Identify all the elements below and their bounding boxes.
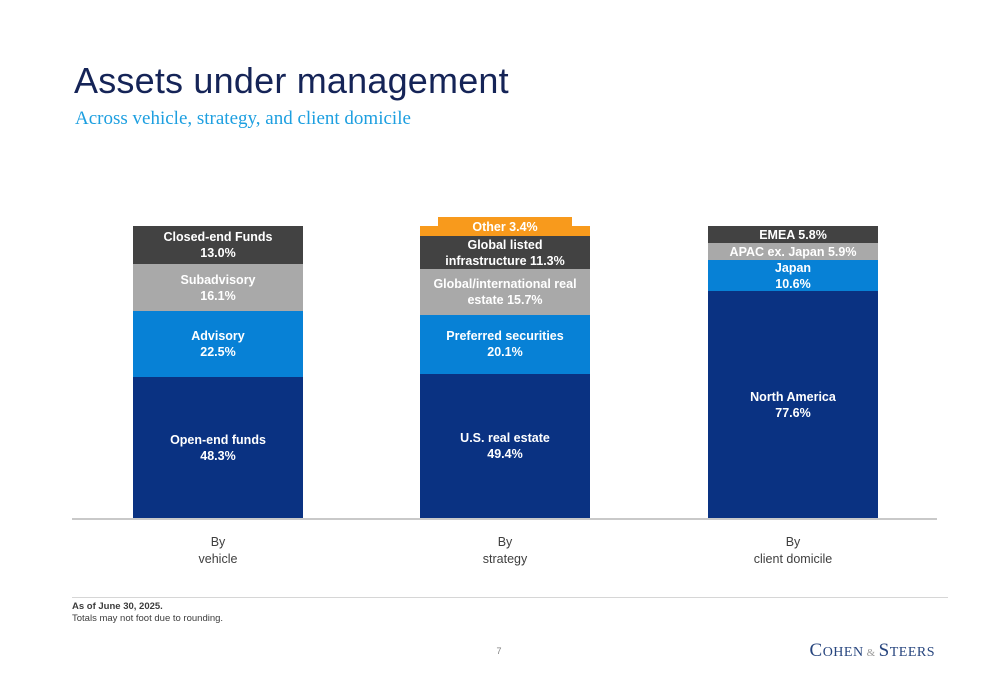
segment-label-other: Other 3.4%	[420, 217, 590, 237]
segment-other: Other 3.4%	[420, 217, 590, 237]
segment-label-line: U.S. real estate	[460, 430, 550, 445]
segment-emea: EMEA 5.8%	[708, 226, 878, 244]
segment-closed-end-funds: Closed-end Funds 13.0%	[133, 226, 303, 265]
footnote: As of June 30, 2025. Totals may not foot…	[72, 601, 223, 625]
segment-label-line: 10.6%	[775, 276, 811, 291]
axis-label-line: By	[497, 535, 513, 549]
cohen-steers-logo: COHEN & STEERS	[810, 640, 936, 662]
segment-label-line: Open-end funds	[170, 432, 266, 447]
segment-open-end-funds: Open-end funds 48.3%	[133, 377, 303, 518]
other-callout-tab	[438, 217, 572, 227]
segment-label-north-america: North America 77.6%	[750, 389, 836, 421]
segment-label-line: Global/international real	[433, 277, 577, 292]
logo-letter-c: C	[809, 640, 823, 661]
segment-label-japan: Japan 10.6%	[775, 260, 811, 292]
axis-label-line: By	[785, 535, 801, 549]
axis-label-strategy: By strategy	[420, 534, 590, 568]
segment-label-line: North America	[750, 389, 836, 404]
segment-label-line: 13.0%	[200, 246, 236, 261]
segment-label-line: EMEA 5.8%	[759, 227, 827, 242]
axis-label-line: client domicile	[753, 552, 833, 566]
segment-label-line: 16.1%	[200, 288, 236, 303]
segment-label-preferred-securities: Preferred securities 20.1%	[446, 328, 563, 360]
axis-label-line: By	[210, 535, 226, 549]
segment-us-real-estate: U.S. real estate 49.4%	[420, 373, 590, 518]
axis-baseline	[72, 518, 937, 520]
logo-ampersand: &	[866, 647, 876, 659]
segment-label-line: Subadvisory	[180, 272, 256, 287]
segment-apac-ex-japan: APAC ex. Japan 5.9%	[708, 243, 878, 261]
segment-label-apac-ex-japan: APAC ex. Japan 5.9%	[730, 244, 857, 260]
segment-global-listed-infrastructure: Global listed infrastructure 11.3%	[420, 236, 590, 270]
logo-text-teers: TEERS	[889, 645, 935, 660]
segment-label-line: 22.5%	[200, 345, 236, 360]
stacked-bar-strategy: Other 3.4% Global listed infrastructure 11…	[420, 217, 590, 566]
segment-label-line: APAC ex. Japan 5.9%	[729, 244, 857, 259]
chart-area: Closed-end Funds 13.0% Subadvisory 16.1% Adv…	[0, 217, 1000, 566]
segment-label-advisory: Advisory 22.5%	[191, 328, 245, 360]
segment-advisory: Advisory 22.5%	[133, 311, 303, 377]
segment-label-line: infrastructure 11.3%	[445, 253, 565, 268]
segment-japan: Japan 10.6%	[708, 260, 878, 292]
segment-label-global-listed-infrastructure: Global listed infrastructure 11.3%	[445, 237, 565, 269]
segment-label-line: Japan	[774, 260, 812, 275]
footnote-as-of-date: As of June 30, 2025.	[72, 601, 163, 612]
page-subtitle: Across vehicle, strategy, and client dom…	[75, 108, 411, 129]
logo-text-ohen: OHEN	[822, 645, 864, 660]
axis-label-line: strategy	[482, 552, 528, 566]
segment-label-line: Closed-end Funds	[163, 230, 273, 245]
segment-preferred-securities: Preferred securities 20.1%	[420, 315, 590, 374]
footnote-divider	[72, 597, 948, 598]
segment-label-emea: EMEA 5.8%	[759, 227, 827, 243]
axis-label-vehicle: By vehicle	[133, 534, 303, 568]
segment-label-line: 20.1%	[487, 345, 523, 360]
page-title: Assets under management	[74, 60, 509, 101]
stacked-bar-client-domicile: EMEA 5.8% APAC ex. Japan 5.9% Japan 10.6% No…	[708, 226, 878, 566]
segment-label-line: 48.3%	[200, 448, 236, 463]
segment-label-line: Advisory	[191, 329, 245, 344]
logo-letter-s: S	[878, 640, 890, 661]
axis-label-line: vehicle	[198, 552, 238, 566]
segment-global-international-real-estate: Global/international real estate 15.7%	[420, 269, 590, 316]
segment-label-line: Other 3.4%	[472, 220, 538, 235]
segment-label-line: Preferred securities	[446, 329, 564, 344]
segment-label-open-end-funds: Open-end funds 48.3%	[170, 432, 266, 464]
segment-subadvisory: Subadvisory 16.1%	[133, 264, 303, 312]
segment-label-line: estate 15.7%	[467, 293, 543, 308]
segment-label-line: 77.6%	[775, 405, 811, 420]
segment-label-line: 49.4%	[487, 446, 523, 461]
stacked-bar-vehicle: Closed-end Funds 13.0% Subadvisory 16.1% Adv…	[133, 226, 303, 566]
segment-north-america: North America 77.6%	[708, 291, 878, 518]
segment-label-line: Global listed	[467, 237, 543, 252]
axis-label-client-domicile: By client domicile	[708, 534, 878, 568]
segment-label-us-real-estate: U.S. real estate 49.4%	[460, 430, 550, 462]
segment-label-global-international-real-estate: Global/international real estate 15.7%	[433, 276, 576, 308]
page-number: 7	[496, 646, 502, 656]
segment-label-closed-end-funds: Closed-end Funds 13.0%	[163, 229, 272, 261]
segment-label-subadvisory: Subadvisory 16.1%	[180, 272, 255, 304]
footnote-rounding-note: Totals may not foot due to rounding.	[72, 613, 224, 624]
